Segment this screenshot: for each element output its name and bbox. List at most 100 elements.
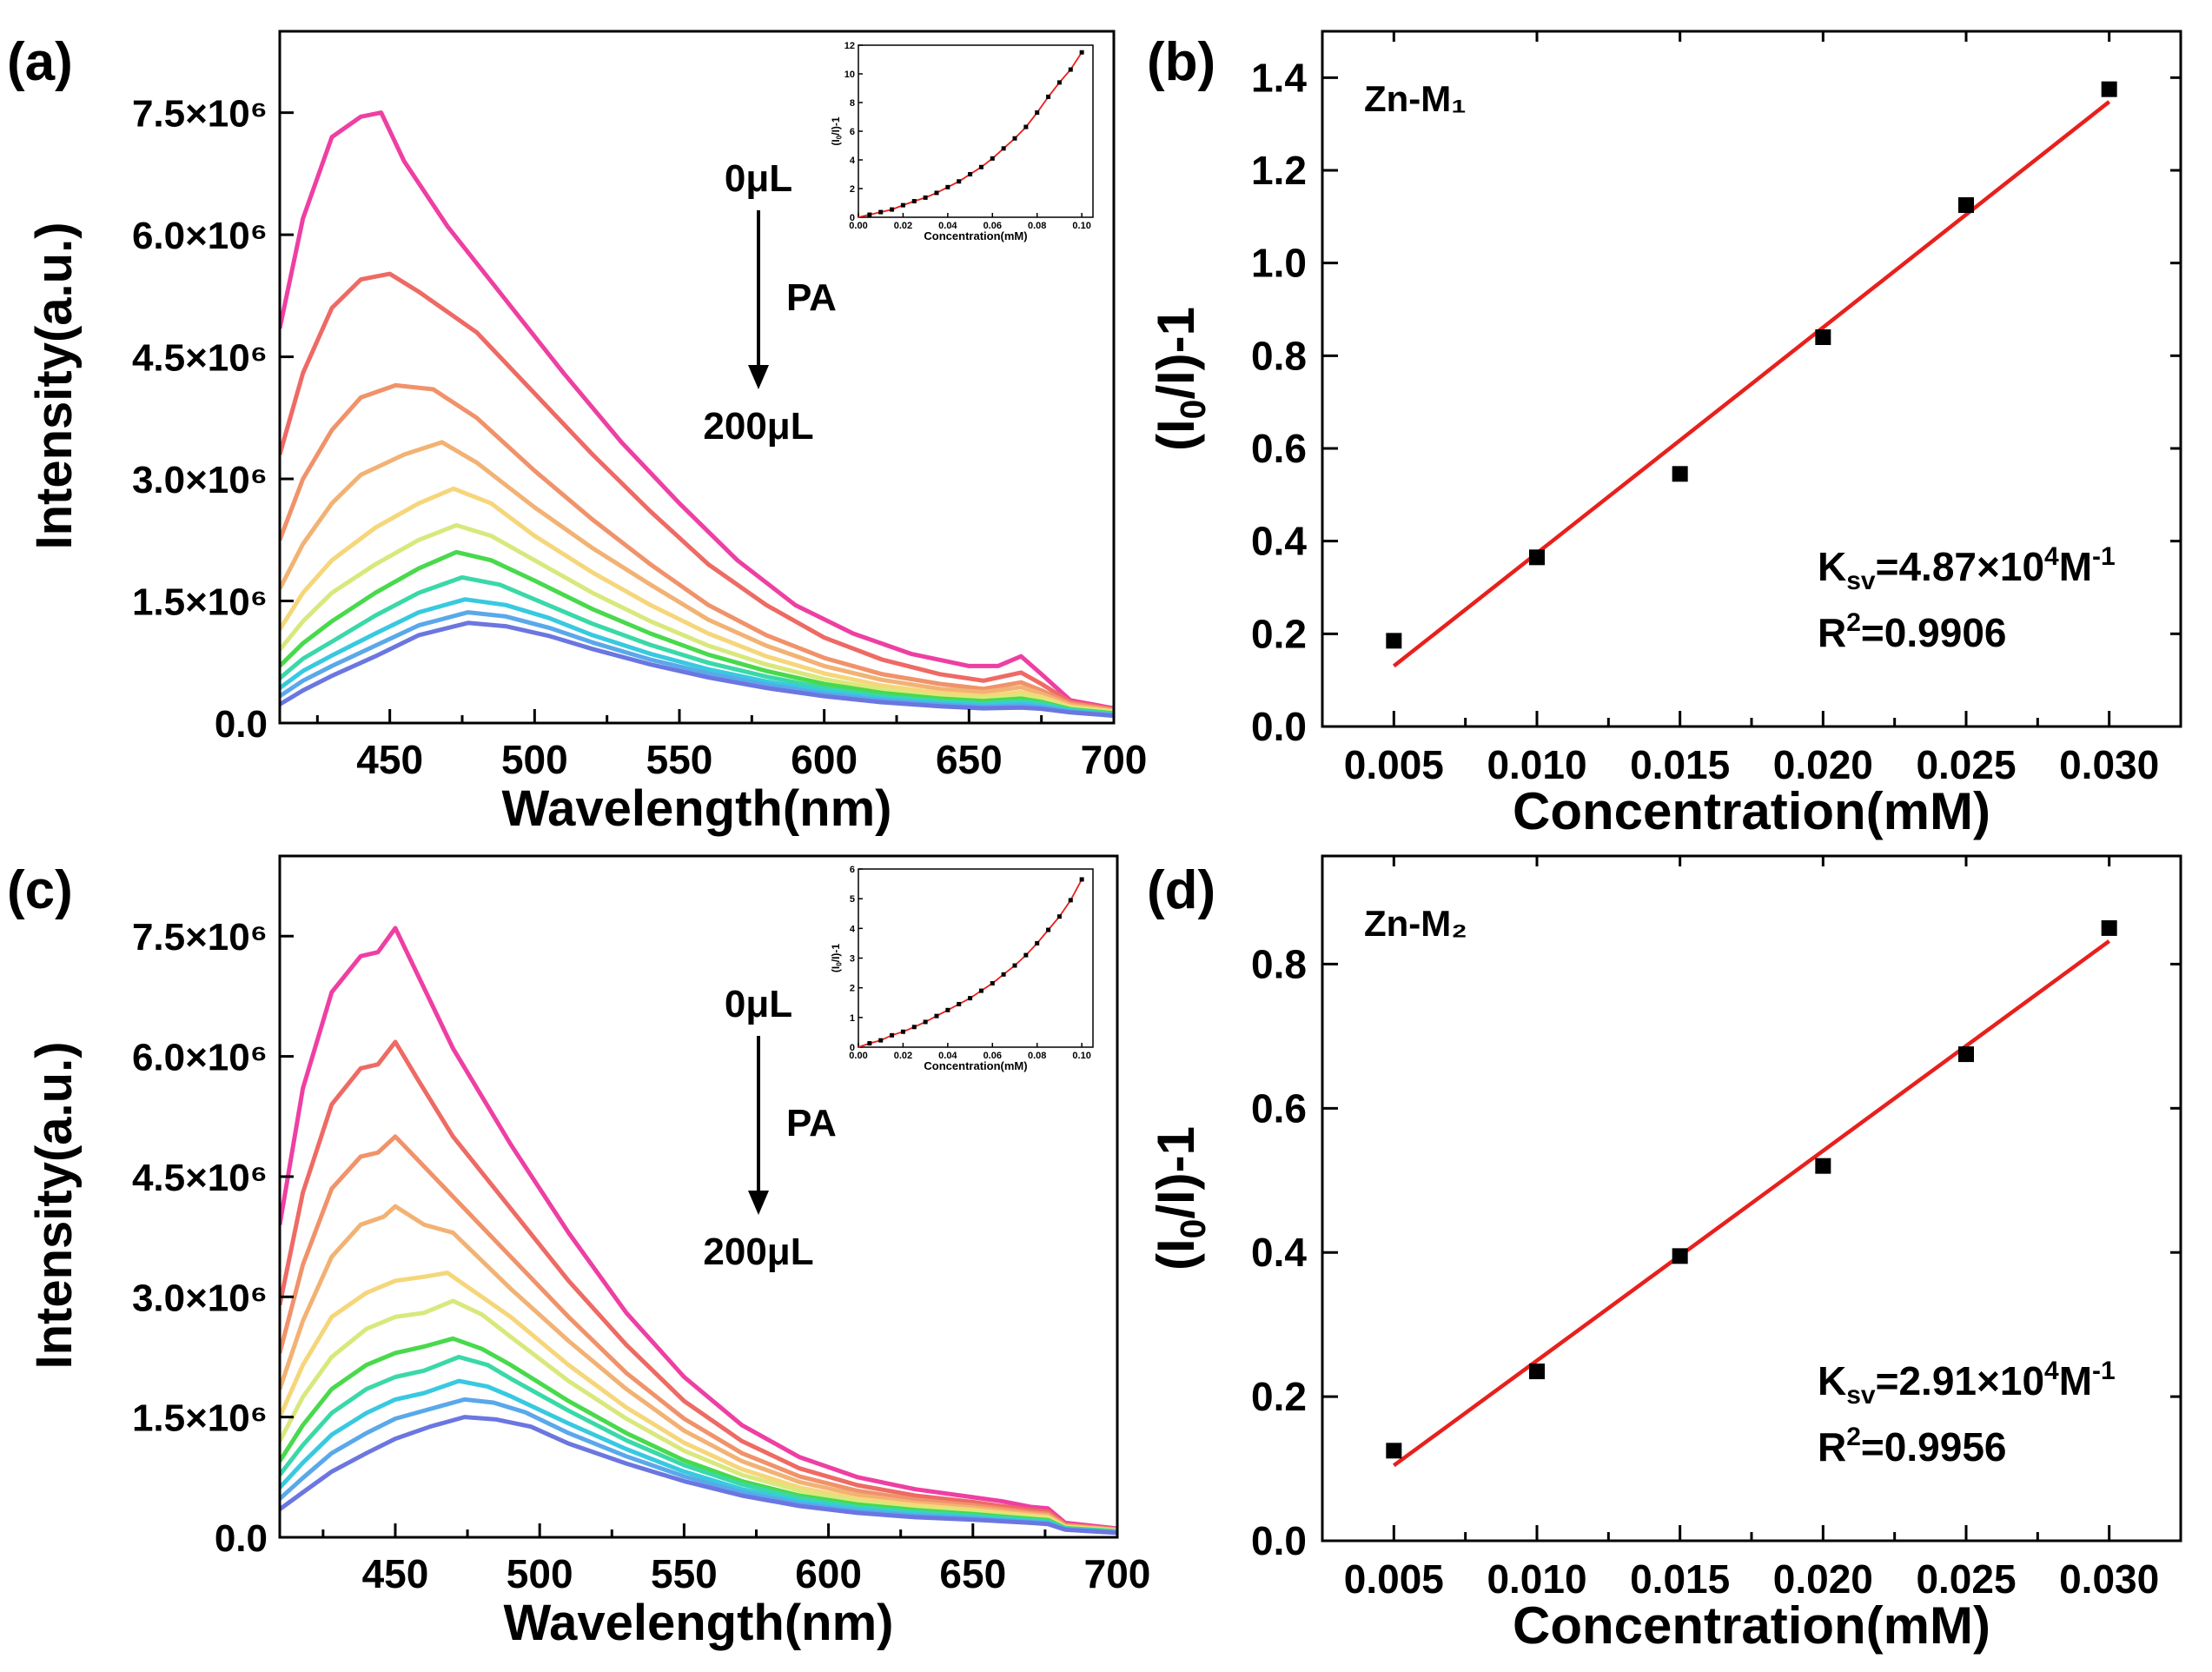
y-tick-label: 4.5×10⁶ <box>132 1157 268 1199</box>
inset-data-point <box>923 195 928 200</box>
inset-x-tick-label: 0.10 <box>1072 221 1090 231</box>
inset-data-point <box>1023 124 1029 129</box>
inset-y-tick-label: 1 <box>850 1013 855 1024</box>
inset-x-tick-label: 0.06 <box>983 221 1002 231</box>
y-axis-label: Intensity(a.u.) <box>26 1041 83 1369</box>
spectra <box>280 926 1117 1536</box>
spectrum-line-3 <box>280 382 1114 713</box>
inset-x-tick-label: 0.02 <box>894 1051 912 1061</box>
annotation-arrow-head <box>748 1191 769 1215</box>
x-tick-label: 550 <box>646 737 713 782</box>
annotation-reagent: PA <box>786 276 837 319</box>
inset-x-tick-label: 0.02 <box>894 221 912 231</box>
inset-data-point <box>990 981 995 986</box>
data-point <box>1529 1363 1545 1380</box>
x-axis-label: Concentration(mM) <box>1513 782 1990 840</box>
x-tick-label: 0.030 <box>2059 1556 2159 1602</box>
y-tick-label: 6.0×10⁶ <box>132 215 268 257</box>
inset-frame <box>858 868 1094 1048</box>
y-tick-label: 0.0 <box>1251 1518 1307 1563</box>
y-tick-label: 0.6 <box>1251 1085 1307 1131</box>
spectrum-line-2 <box>280 1039 1117 1532</box>
y-tick-label: 1.2 <box>1251 148 1307 193</box>
spectrum-line-8 <box>280 574 1114 717</box>
inset-data-point <box>1023 952 1029 958</box>
x-axis-label: Concentration(mM) <box>1513 1596 1990 1655</box>
inset-data-point <box>968 172 973 176</box>
panel-b: (b) 0.005 0.010 0.015 0.020 0.025 0.030 0.0 0.2 0… <box>1147 30 2182 840</box>
spectrum-line-6 <box>280 522 1114 715</box>
fit-line <box>1393 939 2110 1468</box>
panel-a: (a) 450 500 550 600 650 700 0.0 1.5×10⁶ 3.0×10⁶ 4.… <box>7 30 1148 837</box>
x-tick-label: 700 <box>1081 737 1148 782</box>
fit-line <box>1392 100 2111 668</box>
x-tick-label: 0.020 <box>1773 742 1873 787</box>
panel-label: (b) <box>1147 32 1215 92</box>
inset-data-point <box>945 184 950 189</box>
spectrum-line-5 <box>280 486 1114 714</box>
inset-data-point <box>1068 898 1073 903</box>
inset-data-point <box>1035 110 1040 116</box>
y-tick-label: 0.0 <box>215 703 268 746</box>
inset-data-point <box>1012 136 1017 141</box>
inset-data-point <box>1046 927 1051 932</box>
annotation-end: 200μL <box>703 1231 813 1273</box>
inset-y-tick-label: 3 <box>850 954 855 965</box>
inset-data-point <box>1068 67 1073 72</box>
inset-x-tick-label: 0.08 <box>1028 1051 1046 1061</box>
x-tick-label: 0.005 <box>1344 742 1444 787</box>
inset-data-point <box>1035 940 1040 945</box>
inset-y-tick-label: 4 <box>850 156 856 166</box>
panel-c: (c)450 500 550 600 650 7000.01.5×10⁶3.0×10⁶4.… <box>7 854 1150 1651</box>
inset-data-point <box>1001 972 1006 977</box>
x-tick-label: 600 <box>791 737 858 782</box>
inset-x-tick-label: 0.00 <box>849 1051 867 1061</box>
y-tick-label: 3.0×10⁶ <box>132 459 268 501</box>
spectrum-line-11 <box>280 620 1114 719</box>
y-tick-label: 1.4 <box>1251 55 1307 100</box>
r2-annotation: R2=0.9906 <box>1818 608 2006 655</box>
y-tick-label: 0.4 <box>1251 1230 1307 1275</box>
inset-y-tick-label: 12 <box>844 41 855 51</box>
data-point <box>1958 197 1974 213</box>
inset-x-axis-label: Concentration(mM) <box>924 1059 1027 1072</box>
data-point <box>1815 1158 1831 1174</box>
inset-data-point <box>978 164 983 169</box>
inset-data-point <box>957 179 962 184</box>
inset-x-tick-label: 0.08 <box>1028 221 1046 231</box>
inset-y-tick-label: 0 <box>850 213 855 223</box>
inset-frame <box>858 44 1094 218</box>
chart-title: Zn-M₂ <box>1364 903 1467 944</box>
panel-label: (d) <box>1147 860 1215 920</box>
x-axis-label: Wavelength(nm) <box>502 780 892 837</box>
x-tick-label: 650 <box>939 1551 1006 1596</box>
annotation-start: 0μL <box>725 157 792 200</box>
y-tick-label: 0.8 <box>1251 941 1307 986</box>
data-point <box>1529 549 1545 566</box>
x-tick-label: 0.005 <box>1344 1556 1444 1602</box>
y-tick-label: 0.2 <box>1251 1374 1307 1419</box>
data-point <box>1815 329 1831 345</box>
inset-y-tick-label: 8 <box>850 98 855 109</box>
inset-fit-line <box>858 879 1083 1048</box>
inset-data-point <box>945 1007 950 1012</box>
ksv-annotation: Ksv=4.87×104M-1 <box>1818 542 2116 595</box>
inset-x-tick-label: 0.10 <box>1072 1051 1090 1061</box>
annotation-arrow-head <box>748 365 769 389</box>
inset-x-tick-label: 0.04 <box>938 1051 957 1061</box>
inset-data-point <box>890 1032 895 1038</box>
chart-title: Zn-M₁ <box>1364 78 1467 119</box>
inset-data-point <box>878 209 884 215</box>
spectrum-line-7 <box>280 549 1114 716</box>
spectrum-line-5 <box>280 1271 1117 1533</box>
inset-y-tick-label: 2 <box>850 984 855 994</box>
data-point <box>2101 81 2117 97</box>
panel-label: (c) <box>7 860 73 920</box>
inset-data-point <box>978 988 983 993</box>
x-tick-label: 0.020 <box>1773 1556 1873 1602</box>
y-tick-label: 0.0 <box>1251 704 1307 749</box>
x-tick-label: 450 <box>362 1551 429 1596</box>
inset-data-point <box>1001 146 1006 151</box>
inset-y-tick-label: 6 <box>850 865 855 875</box>
inset-data-point <box>900 202 905 208</box>
